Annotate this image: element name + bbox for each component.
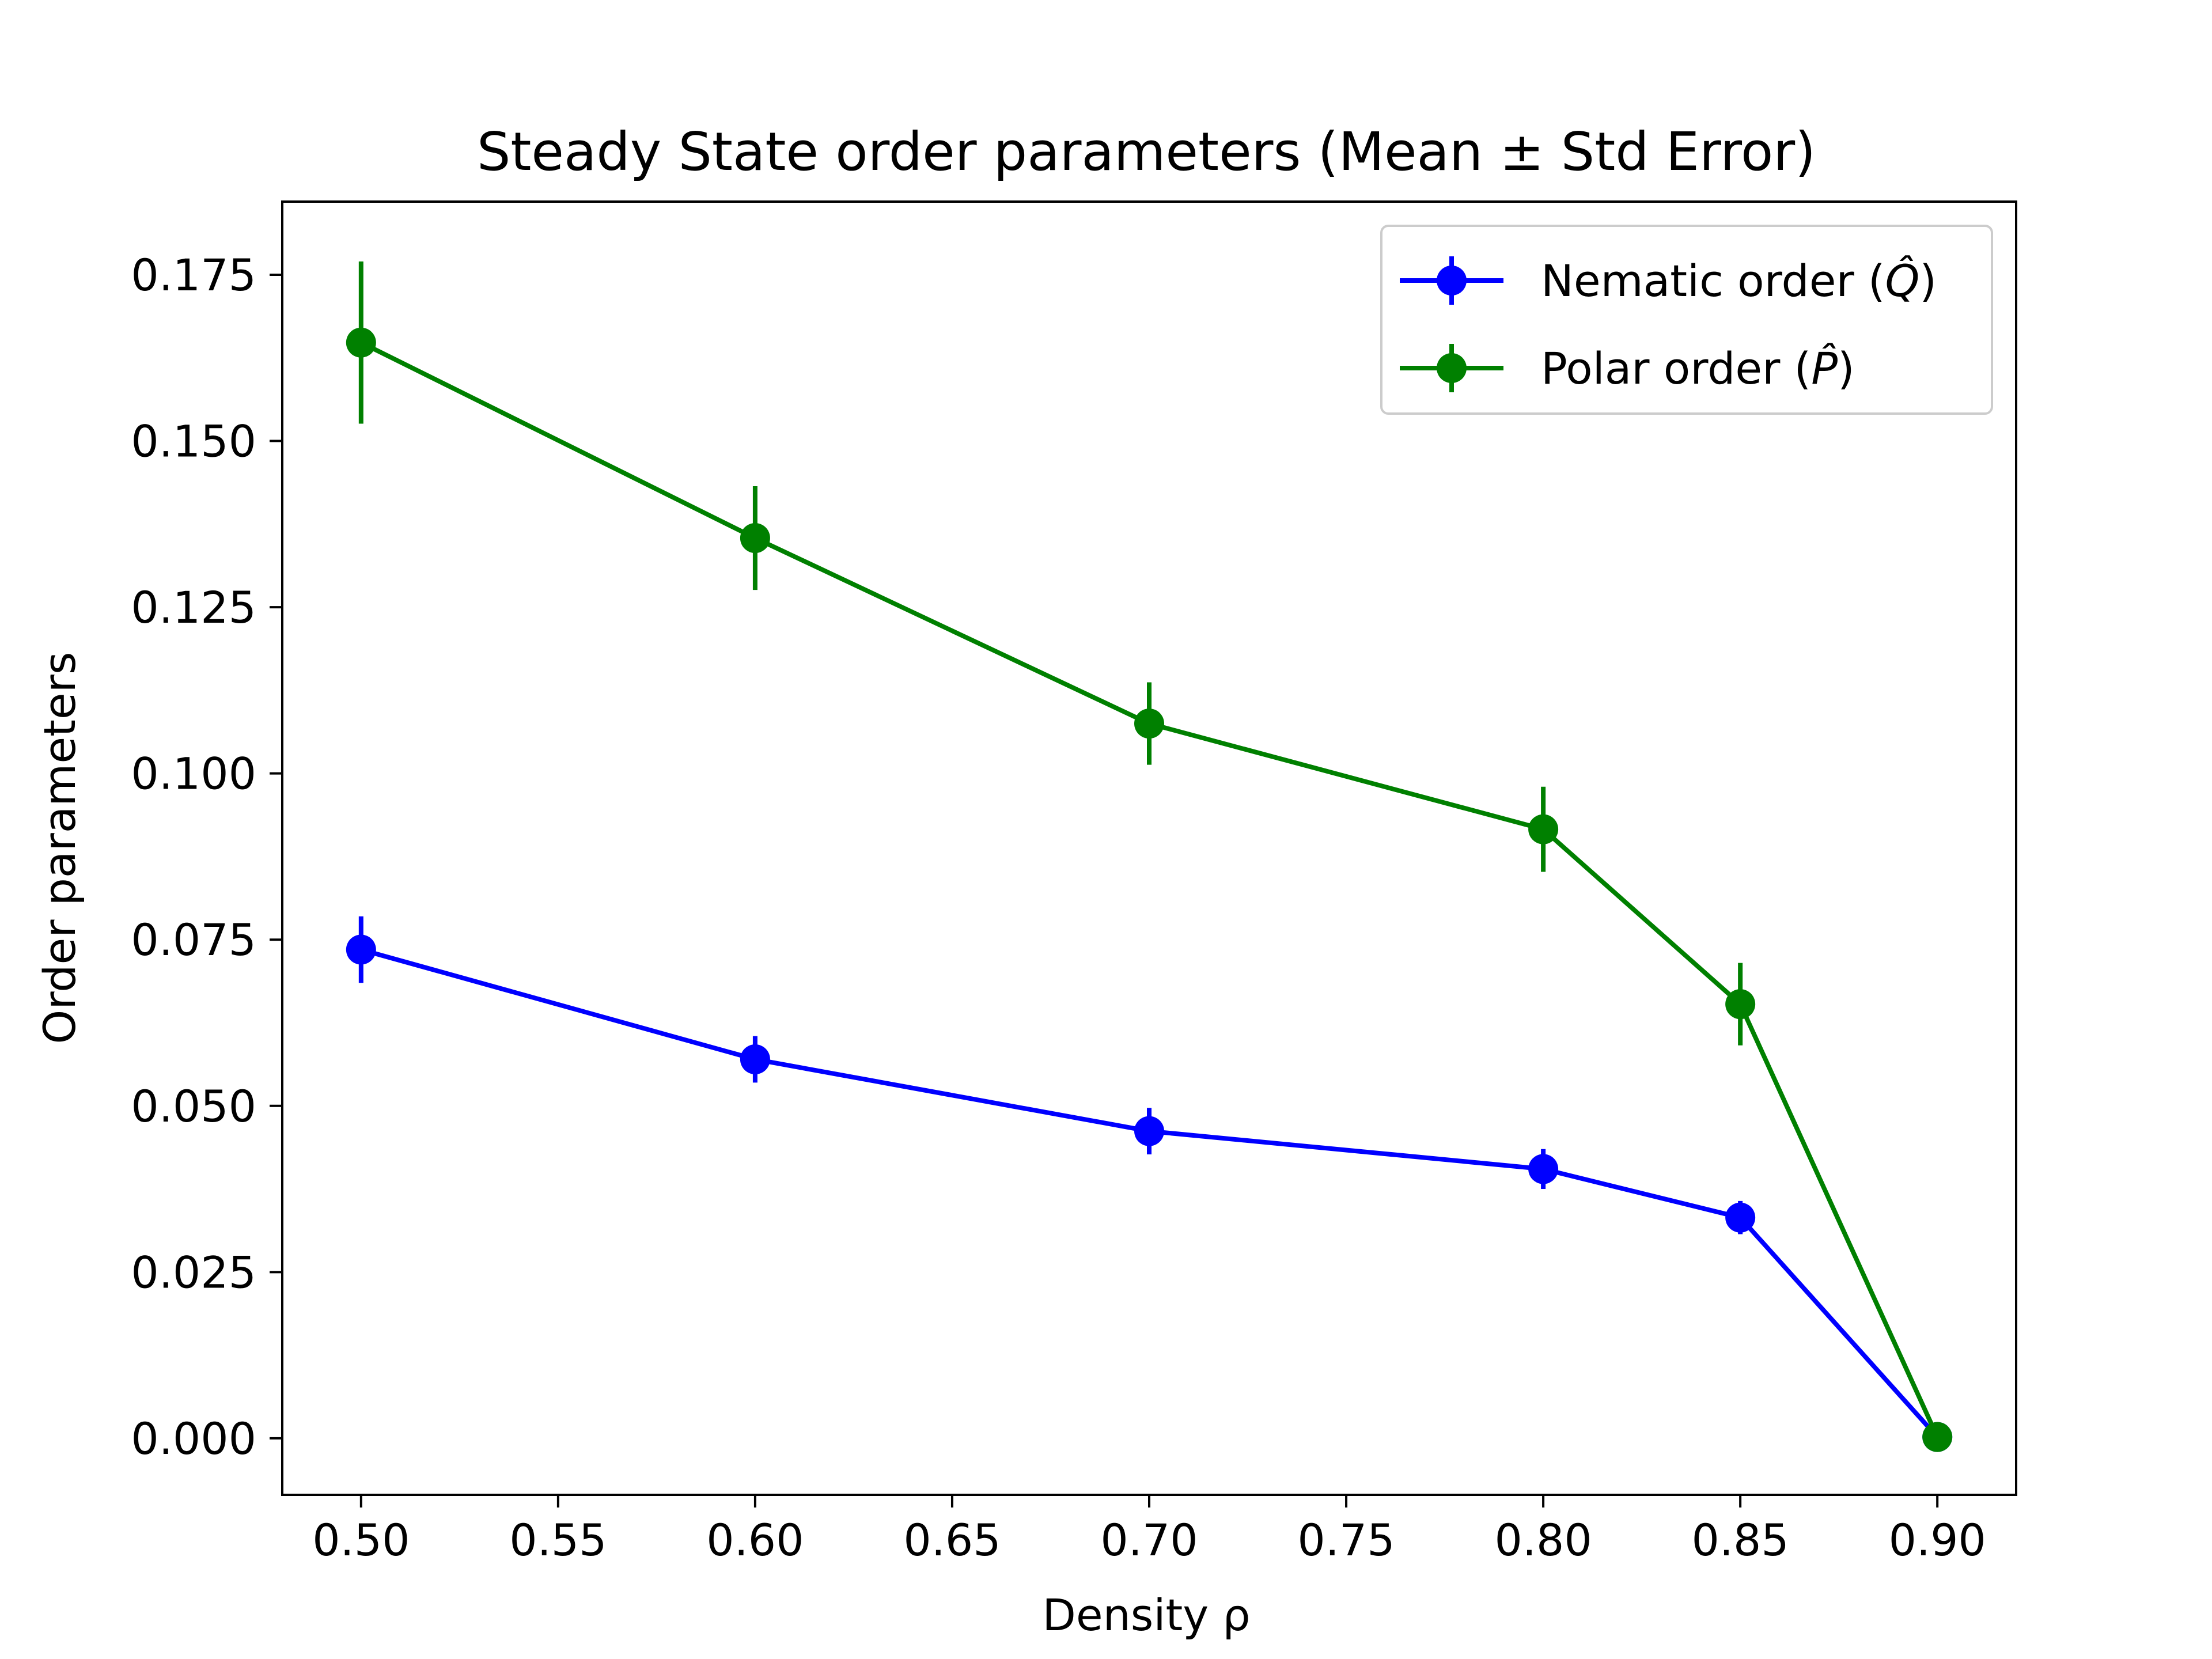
- y-tick-label: 0.025: [131, 1247, 256, 1298]
- legend-marker: [1437, 353, 1467, 383]
- y-tick-label: 0.175: [131, 249, 256, 301]
- chart-title: Steady State order parameters (Mean ± St…: [477, 121, 1816, 183]
- legend-item: Polar order (P̂): [1400, 343, 1855, 394]
- x-tick-label: 0.55: [509, 1514, 607, 1566]
- y-tick-label: 0.000: [131, 1413, 256, 1464]
- legend-item: Nematic order (Q̂): [1400, 255, 1937, 306]
- y-axis: 0.000 0.025 0.050 0.075 0.100 0.125 0.150 0.175: [131, 249, 282, 1464]
- x-axis: 0.50 0.55 0.60 0.65 0.70 0.75 0.80 0.85 0.90: [312, 1495, 1986, 1566]
- x-tick-label: 0.65: [903, 1514, 1001, 1566]
- legend-box: [1380, 225, 1993, 415]
- x-axis-label: Density ρ: [1042, 1589, 1250, 1641]
- y-tick-label: 0.075: [131, 914, 256, 965]
- data-point: [1134, 709, 1164, 739]
- data-point: [346, 327, 376, 358]
- data-point: [740, 523, 770, 554]
- legend-label: Polar order (P̂): [1541, 343, 1855, 394]
- y-tick-label: 0.100: [131, 748, 256, 800]
- data-point: [1922, 1422, 1953, 1452]
- x-tick-label: 0.60: [706, 1514, 804, 1566]
- data-point: [1134, 1116, 1164, 1146]
- y-axis-label: Order parameters: [34, 652, 85, 1044]
- series-line: [360, 340, 1940, 1438]
- y-tick-label: 0.125: [131, 582, 256, 633]
- x-tick-label: 0.75: [1297, 1514, 1395, 1566]
- x-tick-label: 0.50: [312, 1514, 410, 1566]
- series-polar: [346, 261, 1953, 1452]
- legend-label: Nematic order (Q̂): [1541, 255, 1937, 306]
- data-point: [1725, 989, 1756, 1020]
- data-point: [740, 1044, 770, 1074]
- legend: Nematic order (Q̂) Polar order (P̂): [1380, 225, 1993, 415]
- data-point: [1528, 814, 1559, 844]
- x-tick-label: 0.80: [1494, 1514, 1592, 1566]
- series-line: [360, 947, 1940, 1439]
- plot-area: [281, 200, 2017, 1496]
- x-tick-label: 0.85: [1692, 1514, 1789, 1566]
- data-point: [1725, 1202, 1756, 1233]
- y-tick-label: 0.150: [131, 416, 256, 467]
- data-point: [1528, 1154, 1559, 1184]
- x-tick-label: 0.90: [1889, 1514, 1986, 1566]
- x-tick-label: 0.70: [1100, 1514, 1198, 1566]
- series-layer: [346, 261, 1953, 1452]
- data-point: [346, 934, 376, 965]
- legend-marker: [1437, 266, 1467, 296]
- y-tick-label: 0.050: [131, 1081, 256, 1132]
